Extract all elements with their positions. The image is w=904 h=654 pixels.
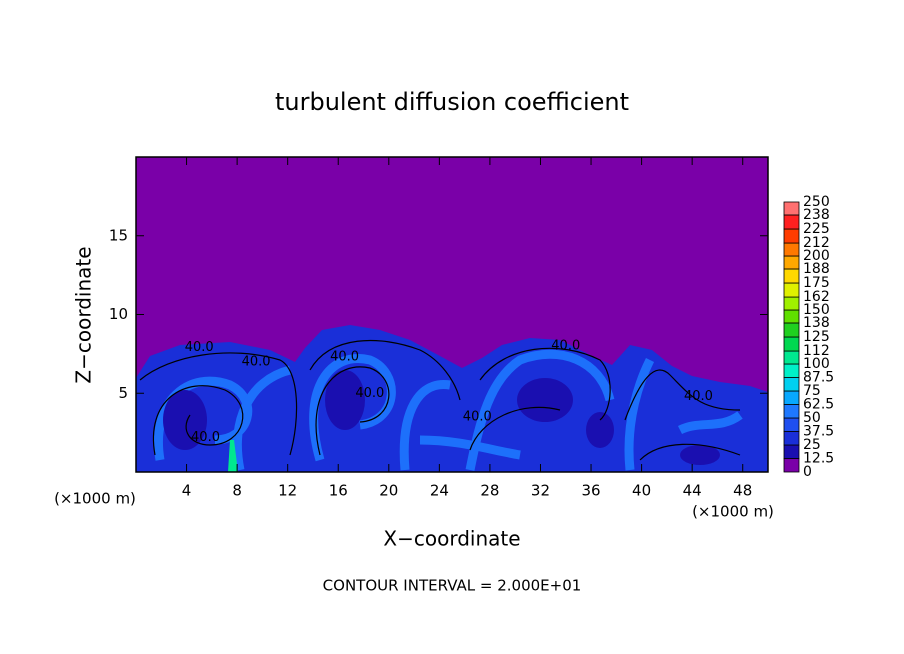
- colorbar-label: 138: [803, 315, 830, 331]
- colorbar-label: 87.5: [803, 370, 834, 386]
- colorbar-box: [783, 296, 800, 311]
- contour-label: 40.0: [330, 350, 359, 365]
- colorbar-box: [783, 377, 800, 392]
- x-tick-label: 12: [278, 482, 297, 500]
- contour-label: 40.0: [191, 430, 220, 445]
- x-tick-label: 48: [733, 482, 752, 500]
- colorbar-box: [783, 444, 800, 459]
- contour-label: 40.0: [242, 354, 271, 369]
- x-tick-label: 20: [379, 482, 398, 500]
- x-tick-label: 32: [531, 482, 550, 500]
- y-tick-label: 15: [109, 226, 128, 244]
- colorbar-box: [783, 214, 800, 230]
- x-tick-label: 16: [329, 482, 348, 500]
- contour-lines: [139, 339, 741, 461]
- y-tick-label: 5: [118, 384, 128, 402]
- colorbar-box: [783, 255, 800, 270]
- colorbar-label: 188: [803, 261, 830, 277]
- colorbar-label: 225: [803, 221, 830, 237]
- x-tick-label: 24: [430, 482, 449, 500]
- x-axis-label: X−coordinate: [383, 527, 520, 551]
- colorbar-label: 200: [803, 248, 830, 264]
- colorbar-box: [783, 431, 800, 446]
- contour-label: 40.0: [684, 389, 713, 404]
- x-tick-label: 40: [632, 482, 651, 500]
- colorbar-box: [783, 201, 800, 216]
- colorbar-label: 212: [803, 235, 830, 251]
- chart-title: turbulent diffusion coefficient: [275, 88, 629, 116]
- colorbar-box: [783, 390, 800, 405]
- colorbar-label: 238: [803, 207, 830, 223]
- colorbar-box: [783, 228, 800, 244]
- colorbar-label: 250: [803, 194, 830, 210]
- contour-label: 40.0: [355, 386, 384, 401]
- colorbar-box: [783, 268, 800, 284]
- colorbar-box: [783, 417, 800, 432]
- colorbar-label: 25: [803, 437, 821, 453]
- contour-label: 40.0: [551, 339, 580, 354]
- colorbar-label: 150: [803, 302, 830, 318]
- y-tick-label: 10: [109, 305, 128, 323]
- colorbar-box: [783, 404, 800, 419]
- field-peak: [228, 440, 238, 472]
- colorbar-label: 100: [803, 356, 830, 372]
- colorbar-box: [783, 309, 800, 324]
- contour-labels: 40.0 40.0 40.0 40.0 40.0 40.0 40.0 40.0: [185, 339, 713, 445]
- colorbar-box: [783, 363, 800, 378]
- colorbar-label: 62.5: [803, 397, 834, 413]
- colorbar-box: [783, 322, 800, 338]
- colorbar-label: 125: [803, 329, 830, 345]
- colorbar-label: 112: [803, 343, 830, 359]
- colorbar-label: 75: [803, 383, 821, 399]
- field-swirls: [154, 349, 743, 471]
- x-tick-label: 36: [581, 482, 600, 500]
- colorbar-box: [783, 282, 800, 298]
- colorbar-box: [783, 242, 800, 257]
- x-unit-left: (×1000 m): [54, 490, 136, 508]
- contour-label: 40.0: [463, 409, 492, 424]
- x-unit-right: (×1000 m): [692, 503, 774, 521]
- y-axis-label: Z−coordinate: [72, 246, 96, 383]
- colorbar-label: 0: [803, 464, 812, 480]
- field-cores: [163, 370, 720, 465]
- colorbar-label: 12.5: [803, 451, 834, 467]
- colorbar-box: [783, 458, 800, 473]
- x-tick-label: 28: [480, 482, 499, 500]
- colorbar-label: 50: [803, 410, 821, 426]
- x-tick-label: 44: [683, 482, 702, 500]
- colorbar-box: [783, 336, 800, 352]
- field: 40.0 40.0 40.0 40.0 40.0 40.0 40.0 40.0: [136, 157, 768, 472]
- x-tick-label: 8: [232, 482, 242, 500]
- colorbar-label: 37.5: [803, 424, 834, 440]
- colorbar-box: [783, 350, 800, 365]
- contour-label: 40.0: [185, 340, 214, 355]
- x-tick-label: 4: [182, 482, 192, 500]
- colorbar-label: 175: [803, 275, 830, 291]
- colorbar-label: 162: [803, 289, 830, 305]
- footnote: CONTOUR INTERVAL = 2.000E+01: [323, 577, 582, 595]
